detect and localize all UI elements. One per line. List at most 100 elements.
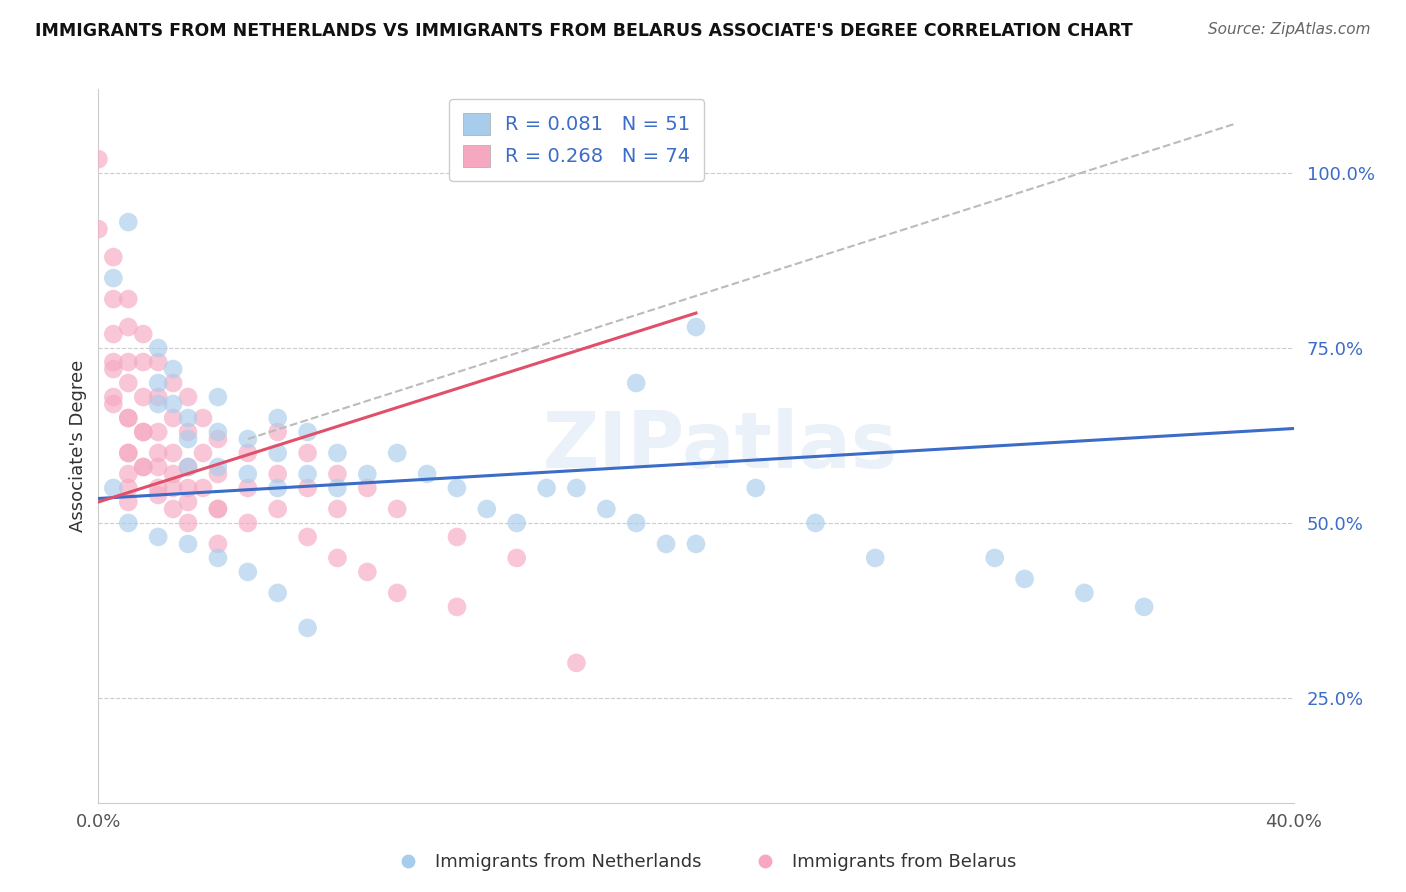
Point [626,376,648,390]
Point [1014,572,1036,586]
Point [267,586,290,600]
Point [177,537,200,551]
Point [148,530,170,544]
Point [267,502,290,516]
Point [626,516,648,530]
Point [132,425,155,439]
Point [446,530,468,544]
Point [385,446,409,460]
Point [177,495,200,509]
Point [267,411,290,425]
Point [132,460,155,475]
Point [117,320,139,334]
Point [207,502,229,516]
Point [356,481,378,495]
Point [162,446,184,460]
Point [326,446,349,460]
Point [117,481,139,495]
Point [117,411,139,425]
Point [267,481,290,495]
Point [297,467,319,481]
Point [162,481,184,495]
Point [162,362,184,376]
Point [326,502,349,516]
Point [87,222,110,236]
Point [177,460,200,475]
Point [103,292,125,306]
Point [103,362,125,376]
Text: IMMIGRANTS FROM NETHERLANDS VS IMMIGRANTS FROM BELARUS ASSOCIATE'S DEGREE CORREL: IMMIGRANTS FROM NETHERLANDS VS IMMIGRANT… [35,22,1133,40]
Text: Source: ZipAtlas.com: Source: ZipAtlas.com [1208,22,1371,37]
Point [148,376,170,390]
Point [326,467,349,481]
Point [207,502,229,516]
Legend: R = 0.081   N = 51, R = 0.268   N = 74: R = 0.081 N = 51, R = 0.268 N = 74 [449,99,704,181]
Point [103,397,125,411]
Point [326,550,349,565]
Point [356,565,378,579]
Point [565,656,588,670]
Point [1133,599,1156,614]
Point [103,271,125,285]
Point [236,481,259,495]
Point [297,621,319,635]
Point [117,467,139,481]
Point [103,481,125,495]
Point [385,502,409,516]
Point [267,425,290,439]
Point [446,599,468,614]
Point [117,446,139,460]
Point [103,250,125,264]
Point [506,516,529,530]
Point [148,341,170,355]
Point [865,550,887,565]
Point [207,390,229,404]
Point [267,467,290,481]
Point [685,537,707,551]
Point [236,516,259,530]
Point [207,425,229,439]
Point [804,516,827,530]
Point [162,467,184,481]
Y-axis label: Associate's Degree: Associate's Degree [69,359,87,533]
Point [132,355,155,369]
Point [117,376,139,390]
Point [177,516,200,530]
Point [685,320,707,334]
Point [267,446,290,460]
Point [595,502,617,516]
Point [207,467,229,481]
Point [87,152,110,166]
Point [236,446,259,460]
Point [326,481,349,495]
Point [984,550,1007,565]
Point [207,460,229,475]
Point [416,467,439,481]
Point [162,397,184,411]
Point [297,446,319,460]
Point [177,481,200,495]
Point [148,488,170,502]
Point [565,481,588,495]
Point [148,390,170,404]
Point [117,292,139,306]
Point [297,425,319,439]
Point [177,425,200,439]
Point [177,460,200,475]
Point [132,460,155,475]
Point [103,355,125,369]
Text: ZIPatlas: ZIPatlas [543,408,897,484]
Point [191,446,214,460]
Point [475,502,498,516]
Point [655,537,678,551]
Point [117,215,139,229]
Point [536,481,558,495]
Point [103,327,125,342]
Point [162,411,184,425]
Point [117,355,139,369]
Point [117,411,139,425]
Point [162,502,184,516]
Point [117,446,139,460]
Point [132,425,155,439]
Point [506,550,529,565]
